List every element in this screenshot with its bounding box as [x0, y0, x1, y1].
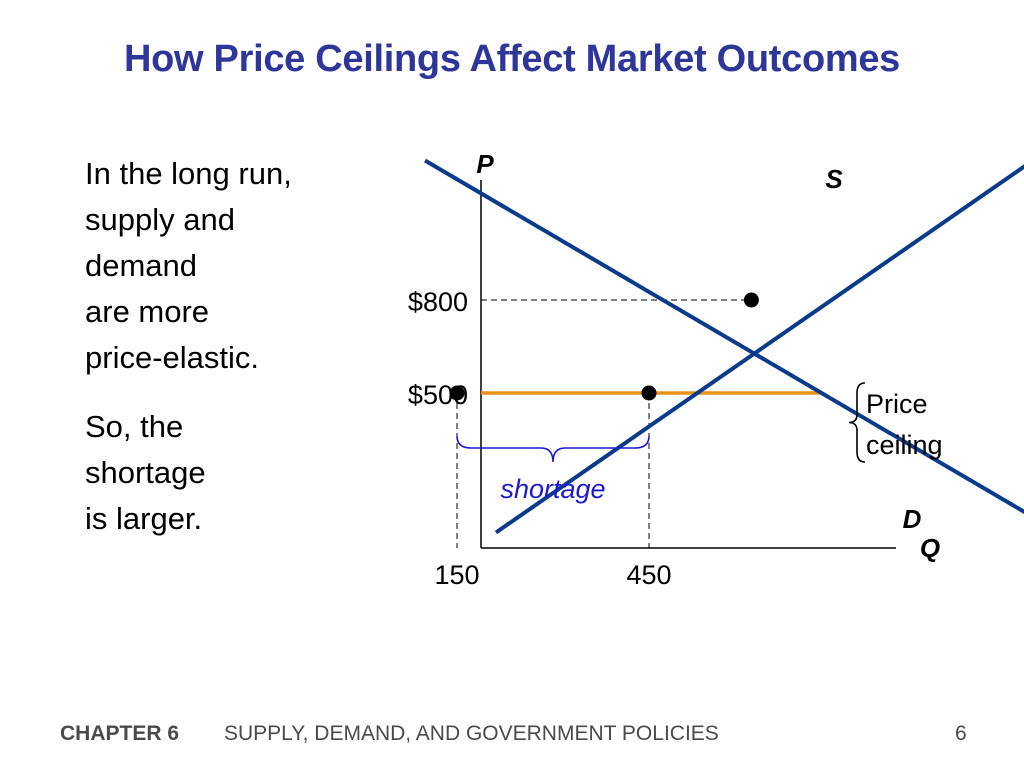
paragraph-line: So, the [85, 409, 184, 444]
series-line-s [494, 164, 1024, 535]
ceiling-quantity-point [641, 385, 657, 401]
paragraph-line: is larger. [85, 501, 203, 536]
series-line-d [423, 158, 1024, 515]
shortage-label: shortage [500, 474, 605, 504]
x-tick-label: 450 [626, 560, 671, 590]
paragraph-line: are more [85, 294, 210, 329]
ceiling-quantity-point [449, 385, 465, 401]
paragraph-line: In the long run, [85, 156, 292, 191]
paragraph-line: shortage [85, 455, 206, 490]
price-ceiling-label-line: Price [866, 389, 928, 419]
slide-title: How Price Ceilings Affect Market Outcome… [123, 38, 901, 80]
series-label-d: D [903, 504, 922, 534]
y-tick-label: $500 [408, 380, 468, 410]
paragraph-line: demand [85, 248, 198, 283]
equilibrium-point [743, 292, 759, 308]
y-tick-label: $800 [408, 287, 468, 317]
price-ceiling-label-line: ceiling [866, 430, 943, 460]
paragraph-shortage: So, the shortage is larger. [85, 404, 206, 542]
paragraph-long-run: In the long run, supply and demand are m… [85, 151, 292, 381]
x-axis-label: Q [920, 533, 940, 563]
paragraph-line: supply and [85, 202, 235, 237]
footer-subject: SUPPLY, DEMAND, AND GOVERNMENT POLICIES [224, 722, 719, 745]
x-tick-label: 150 [434, 560, 479, 590]
y-axis-label: P [476, 149, 494, 179]
footer-page-number: 6 [955, 722, 967, 745]
price-ceiling-brace [848, 382, 866, 463]
paragraph-line: price-elastic. [85, 340, 259, 375]
series-label-s: S [825, 164, 843, 194]
shortage-brace [456, 435, 650, 463]
footer-chapter: CHAPTER 6 [60, 722, 180, 745]
